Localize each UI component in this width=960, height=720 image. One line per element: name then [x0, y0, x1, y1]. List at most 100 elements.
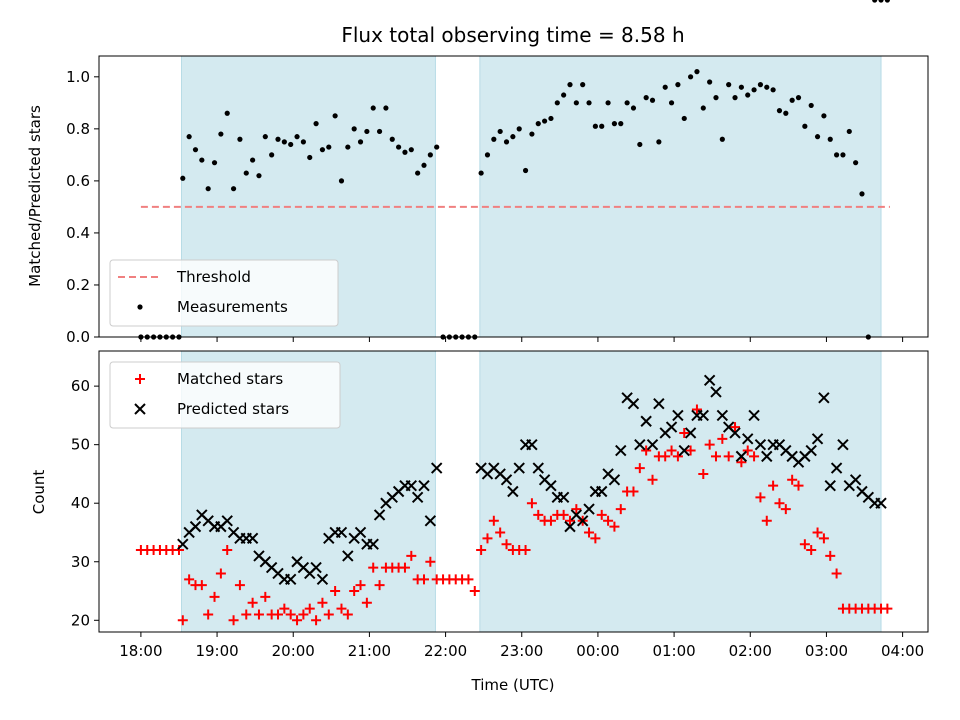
measurement-point	[434, 144, 440, 150]
matched-stars-point	[336, 603, 347, 614]
predicted-stars-point	[646, 438, 659, 451]
measurement-point	[827, 136, 833, 142]
y-tick-label: 30	[71, 553, 90, 571]
predicted-stars-point	[342, 550, 354, 562]
predicted-stars-point	[735, 450, 748, 463]
axes-frame	[98, 350, 929, 633]
matched-stars-point	[463, 574, 474, 585]
measurement-point	[859, 191, 865, 197]
predicted-stars-point	[665, 421, 678, 433]
measurement-point	[643, 95, 649, 101]
matched-stars-point	[418, 574, 429, 585]
measurement-point	[542, 118, 548, 124]
measurement-point	[522, 167, 529, 174]
x-tick-label: 03:00	[805, 642, 848, 660]
matched-stars-point	[761, 515, 772, 526]
matched-stars-point	[755, 492, 766, 503]
matched-stars-point	[279, 603, 290, 614]
measurement-point	[503, 139, 510, 145]
measurement-point	[415, 170, 421, 176]
predicted-stars-point	[608, 474, 621, 486]
predicted-stars-point	[564, 520, 576, 533]
predicted-stars-point	[811, 433, 824, 445]
matched-stars-point	[469, 586, 480, 597]
measurement-point	[694, 69, 700, 75]
predicted-stars-point	[246, 532, 259, 545]
matched-stars-point	[247, 597, 258, 608]
x-tick-label: 04:00	[881, 642, 924, 660]
predicted-stars-point	[405, 479, 418, 492]
y-tick-label: 50	[71, 436, 90, 454]
x-tick-label: 18:00	[119, 642, 162, 660]
measurement-point	[808, 102, 814, 109]
measurement-point	[567, 82, 573, 88]
measurement-point	[535, 121, 541, 127]
matched-stars-point	[317, 597, 328, 608]
legend-predicted-swatch	[134, 403, 146, 415]
x-tick-label: 21:00	[348, 642, 391, 660]
matched-stars-point	[806, 545, 817, 556]
matched-stars-point	[311, 615, 322, 626]
x-axis-label: Time (UTC)	[471, 676, 555, 694]
y-tick-label: 0.4	[66, 224, 90, 242]
matched-stars-point	[710, 451, 721, 462]
matched-stars-point	[780, 504, 791, 515]
matched-stars-point	[603, 515, 614, 526]
measurement-point	[675, 82, 681, 88]
matched-stars-point	[488, 515, 499, 526]
matched-stars-point	[285, 609, 296, 620]
matched-stars-point	[691, 404, 702, 415]
legend-label: Threshold	[176, 268, 251, 286]
y-tick-label: 0.0	[66, 328, 90, 346]
measurement-point	[313, 121, 319, 127]
measurement-point	[484, 152, 491, 158]
y-axis-label-ratio: Matched/Predicted stars	[26, 105, 44, 287]
predicted-stars-point	[754, 438, 767, 451]
measurement-point	[840, 152, 846, 158]
matched-stars-point	[495, 527, 506, 538]
series-matched-stars	[135, 404, 893, 626]
matched-stars-point	[723, 451, 734, 462]
top-panel: 0.0 0.2 0.4 0.6 0.8 1.0 Threshold Measurements	[66, 0, 929, 346]
matched-stars-point	[253, 609, 264, 620]
predicted-stars-point	[596, 485, 608, 498]
predicted-stars-point	[748, 409, 760, 422]
matched-stars-point	[812, 527, 823, 538]
y-tick-label: 0.8	[66, 120, 90, 138]
measurement-point	[611, 121, 618, 127]
matched-stars-point	[564, 515, 575, 526]
predicted-stars-point	[615, 444, 627, 457]
measurement-point	[326, 144, 332, 150]
measurement-point	[624, 100, 630, 106]
legend-label: Measurements	[177, 298, 288, 316]
measurement-point	[186, 134, 192, 140]
measurement-point	[592, 123, 598, 129]
measurement-point	[421, 162, 427, 168]
matched-stars-point	[799, 539, 810, 550]
matched-stars-point	[203, 609, 214, 620]
predicted-stars-point	[627, 397, 640, 410]
predicted-stars-point	[678, 444, 690, 457]
predicted-stars-point	[684, 427, 697, 439]
bottom-panel: 20 30 40 50 60 18:00 19:00 20:00 21:00 22:00 23:00…	[71, 350, 929, 660]
matched-stars-point	[177, 615, 188, 626]
matched-stars-point	[215, 568, 226, 579]
measurement-point	[357, 139, 364, 145]
matched-stars-point	[634, 463, 645, 474]
predicted-stars-point	[583, 503, 595, 515]
measurement-point	[745, 92, 751, 98]
predicted-stars-point	[672, 409, 684, 422]
legend-box	[109, 361, 341, 429]
measurement-point	[637, 141, 643, 148]
matched-stars-point	[793, 480, 804, 491]
measurement-point	[281, 139, 287, 145]
measurement-point	[376, 128, 383, 135]
measurement-point	[205, 186, 211, 192]
matched-stars-point	[685, 445, 696, 456]
matched-stars-point	[349, 586, 360, 597]
matched-stars-point	[526, 498, 537, 509]
predicted-stars-point	[653, 397, 665, 410]
matched-stars-point	[273, 609, 284, 620]
predicted-stars-point	[818, 392, 830, 404]
matched-stars-point	[323, 609, 334, 620]
